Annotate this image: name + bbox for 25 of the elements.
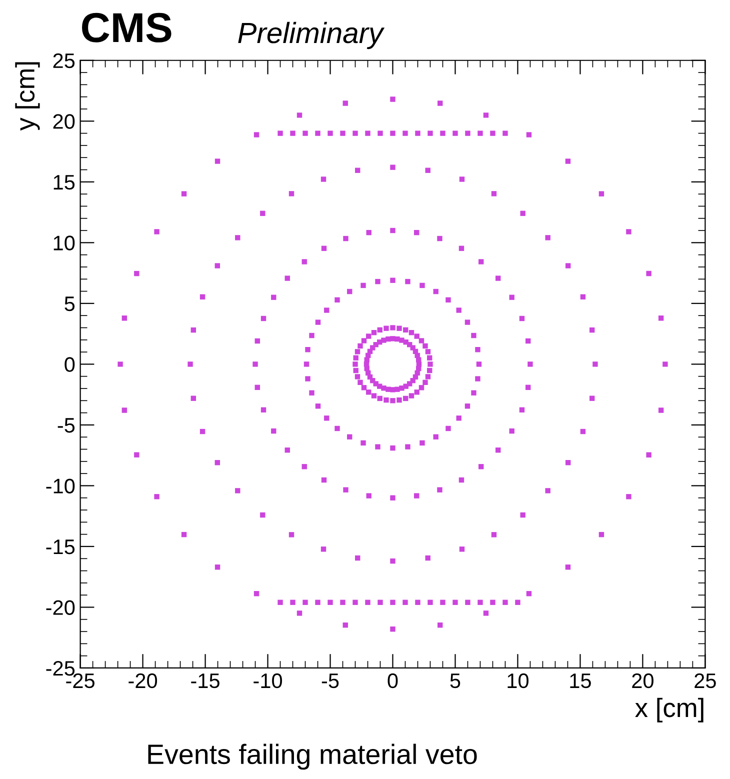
y-tick-label: 10: [54, 236, 75, 250]
x-tick-label: 25: [694, 673, 716, 688]
y-tick-label: -20: [46, 600, 75, 615]
x-tick-label: -5: [322, 674, 339, 688]
y-tick-label: 5: [64, 296, 75, 312]
y-tick-label: -15: [46, 540, 75, 554]
y-tick-label: -5: [58, 418, 75, 433]
x-tick-label: 5: [450, 674, 460, 688]
y-axis-title: y [cm]: [15, 62, 40, 131]
x-tick-label: 10: [508, 673, 528, 688]
y-tick-label: 15: [54, 175, 75, 190]
y-tick-label: -10: [46, 478, 75, 494]
text: Events failing material veto: [148, 744, 477, 770]
x-axis-title: x [cm]: [635, 698, 704, 722]
x-tick-label: -20: [128, 673, 158, 688]
chart-subtitle: Preliminary: [238, 22, 385, 50]
x-tick-label: 15: [570, 674, 591, 688]
chart-title: CMS: [82, 12, 172, 42]
x-tick-label: 0: [388, 673, 398, 688]
x-tick-label: -15: [191, 674, 220, 688]
x-tick-label: -10: [254, 673, 282, 688]
y-tick-label: 0: [64, 357, 75, 372]
y-tick-label: 20: [53, 114, 75, 129]
y-tick-label: 25: [53, 53, 75, 68]
x-tick-label: 20: [632, 673, 654, 688]
